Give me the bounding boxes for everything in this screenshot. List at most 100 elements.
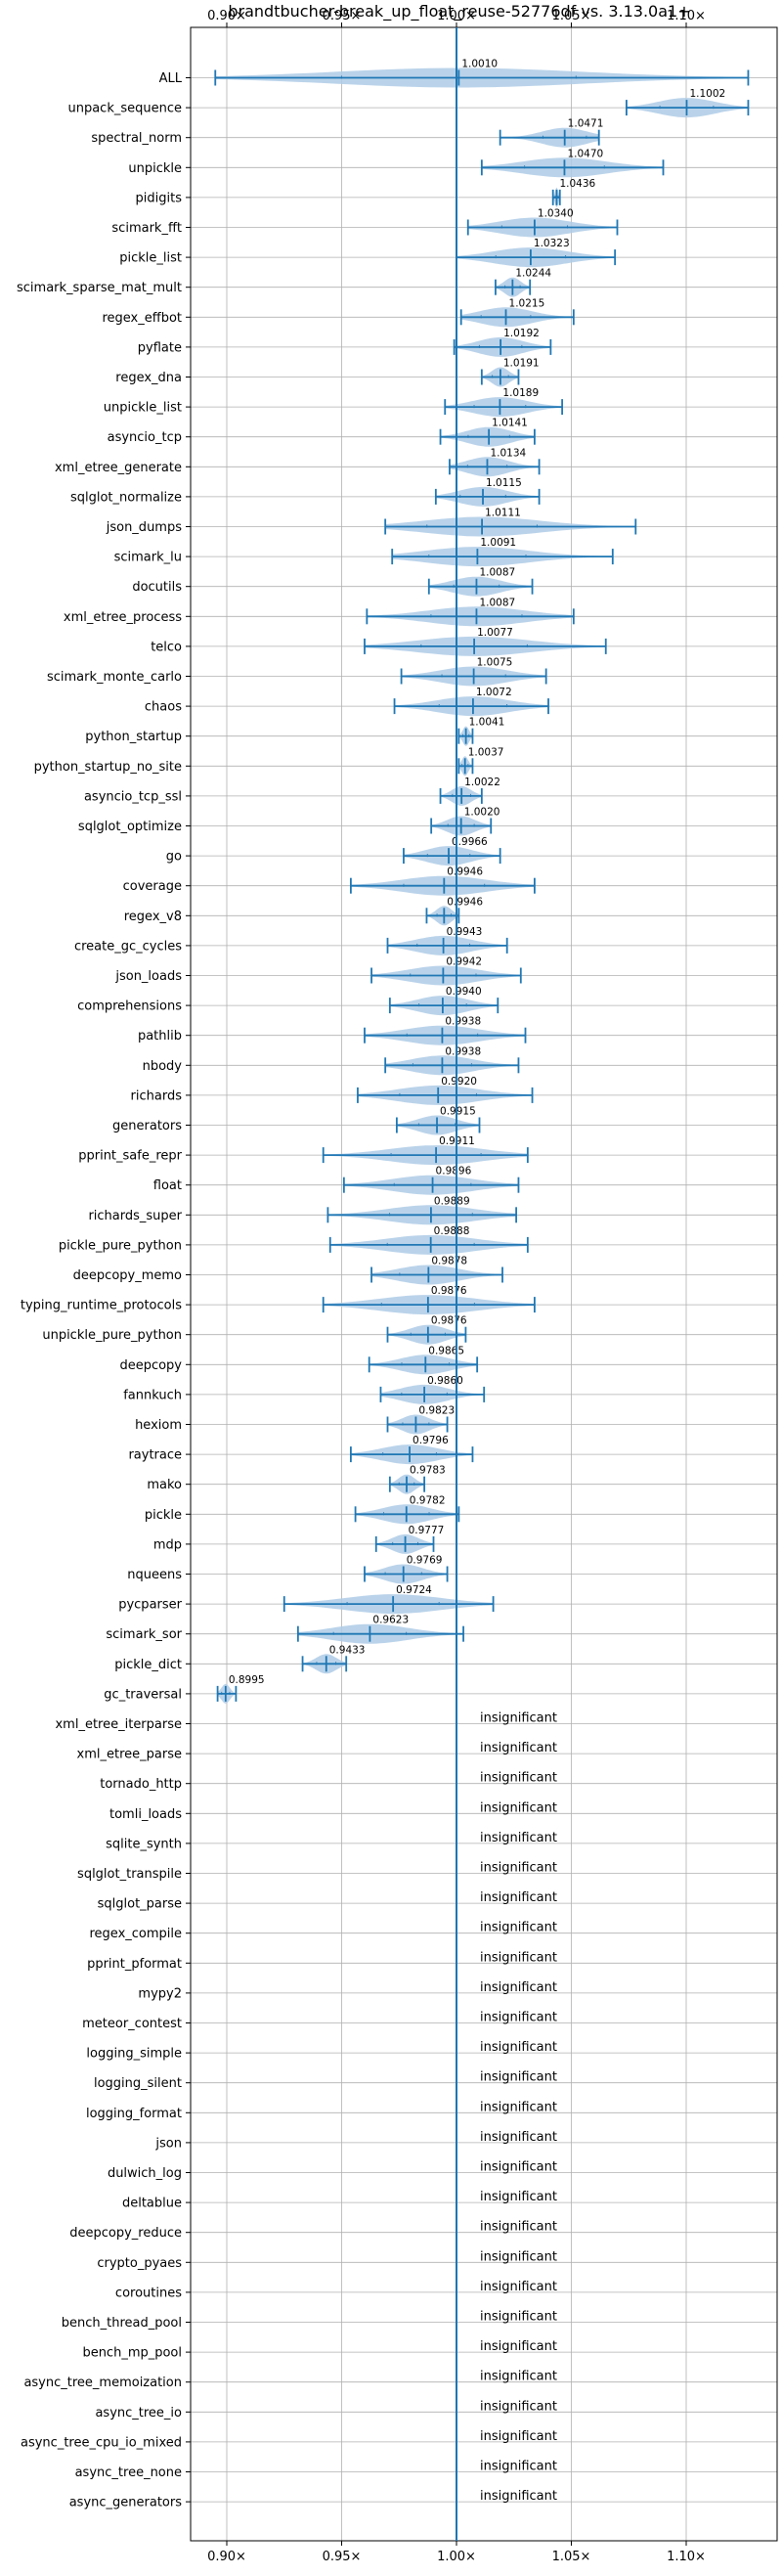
benchmark-name-label: coroutines [115,2286,182,2300]
mean-value-label: 0.9943 [447,926,483,938]
benchmark-name-label: coverage [123,879,182,894]
benchmark-name-label: chaos [145,700,182,715]
mean-value-label: 0.9938 [445,1045,481,1057]
benchmark-name-label: pycparser [118,1598,182,1613]
mean-value-label: 0.9769 [407,1555,443,1567]
benchmark-name-label: pickle_dict [114,1658,182,1672]
insignificant-label: insignificant [480,2100,557,2114]
benchmark-name-label: regex_dna [115,371,182,385]
insignificant-label: insignificant [480,2460,557,2474]
mean-value-label: 0.9946 [447,896,483,908]
mean-value-label: 0.9966 [452,836,488,848]
benchmark-name-label: logging_silent [94,2076,182,2091]
insignificant-label: insignificant [480,1861,557,1876]
benchmark-name-label: async_tree_memoization [23,2376,182,2390]
mean-value-label: 1.0215 [509,297,545,309]
benchmark-name-label: scimark_monte_carlo [47,670,182,685]
x-tick-label-top: 1.05× [552,9,591,23]
mean-value-label: 0.9724 [396,1584,432,1596]
mean-value-label: 1.0020 [464,807,500,819]
benchmark-name-label: json_dumps [106,520,182,535]
benchmark-name-label: deltablue [122,2197,182,2211]
benchmark-name-label: scimark_fft [111,221,182,236]
axis-layer: 0.90× 0.90× 0.95× 0.95× 1.00× 1.00× 1.05× 1.05×… [17,9,778,2564]
benchmark-name-label: regex_v8 [124,910,182,924]
benchmark-name-label: telco [151,640,182,654]
mean-value-label: 0.9942 [446,956,482,968]
insignificant-label: insignificant [480,2280,557,2294]
mean-value-label: 0.9915 [440,1106,476,1118]
mean-value-label: 0.9433 [329,1644,366,1656]
benchmark-name-label: python_startup_no_site [34,760,182,775]
mean-value-label: 1.0072 [476,687,512,698]
benchmark-name-label: scimark_sparse_mat_mult [17,281,182,295]
benchmark-name-label: tomli_loads [109,1807,182,1822]
benchmark-name-label: sqlglot_normalize [70,490,182,505]
benchmark-name-label: pyflate [138,340,182,355]
mean-value-label: 0.9920 [441,1076,477,1088]
insignificant-label: insignificant [480,2220,557,2235]
mean-value-label: 1.0111 [485,508,521,519]
mean-value-label: 1.0244 [515,268,551,280]
mean-value-label: 0.9860 [427,1375,463,1387]
benchmark-name-label: deepcopy [119,1358,182,1373]
benchmark-name-label: sqlglot_transpile [77,1867,182,1882]
benchmark-name-label: unpickle [128,161,182,176]
insignificant-label: insignificant [480,2160,557,2175]
benchmark-name-label: xml_etree_generate [55,461,182,475]
mean-value-label: 1.0436 [559,178,595,190]
benchmark-name-label: logging_simple [86,2047,182,2062]
benchmark-name-label: generators [112,1119,182,1133]
insignificant-label: insignificant [480,2190,557,2204]
insignificant-label: insignificant [480,1711,557,1726]
benchmark-name-label: asyncio_tcp_ssl [84,789,182,804]
benchmark-name-label: regex_compile [89,1927,182,1941]
x-tick-label-top: 1.10× [667,9,706,23]
benchmark-name-label: scimark_lu [114,551,182,565]
insignificant-label: insignificant [480,2040,557,2055]
mean-value-label: 1.0471 [568,118,604,130]
benchmark-name-label: raytrace [128,1448,182,1463]
benchmark-name-label: docutils [132,580,182,595]
insignificant-label: insignificant [480,2310,557,2325]
insignificant-label: insignificant [480,2011,557,2025]
benchmark-name-label: comprehensions [77,999,182,1014]
insignificant-label: insignificant [480,1800,557,1815]
mean-value-label: 1.0075 [477,657,513,669]
insignificant-label: insignificant [480,1771,557,1786]
benchmark-name-label: float [153,1178,182,1193]
benchmark-name-label: go [166,850,182,865]
mean-value-label: 1.0087 [479,597,515,608]
mean-value-label: 1.0010 [461,59,498,70]
benchmark-name-label: dulwich_log [108,2166,182,2181]
mean-value-label: 1.0091 [480,537,516,549]
mean-value-label: 1.0470 [567,148,603,159]
benchmark-name-label: nqueens [127,1568,182,1582]
insignificant-label: insignificant [480,2370,557,2384]
mean-value-label: 0.8995 [229,1674,265,1686]
benchmark-name-label: deepcopy_memo [73,1268,182,1283]
benchmark-name-label: python_startup [85,730,182,744]
mean-value-label: 1.0134 [490,447,526,459]
mean-value-label: 0.9878 [431,1256,467,1267]
benchmark-name-label: richards_super [88,1209,182,1223]
benchmark-name-label: pickle_pure_python [59,1238,182,1253]
benchmark-name-label: tornado_http [100,1777,182,1792]
mean-value-label: 0.9783 [410,1465,446,1477]
benchmark-name-label: sqlite_synth [106,1837,182,1851]
benchmark-name-label: unpack_sequence [67,102,182,116]
insignificant-label: insignificant [480,2399,557,2414]
benchmark-name-label: bench_mp_pool [82,2346,182,2361]
mean-value-label: 1.0192 [503,328,540,339]
benchmark-name-label: pickle [145,1508,182,1523]
x-tick-label-top: 0.95× [323,9,362,23]
benchmark-name-label: pprint_pformat [87,1957,182,1972]
mean-value-label: 1.0037 [468,746,504,758]
mean-value-label: 0.9946 [447,866,483,878]
mean-value-label: 1.0115 [486,477,522,489]
mean-value-label: 1.0077 [477,627,513,639]
benchmark-name-label: ALL [159,71,183,86]
insignificant-label: insignificant [480,2339,557,2354]
benchmark-name-label: richards [131,1088,183,1103]
